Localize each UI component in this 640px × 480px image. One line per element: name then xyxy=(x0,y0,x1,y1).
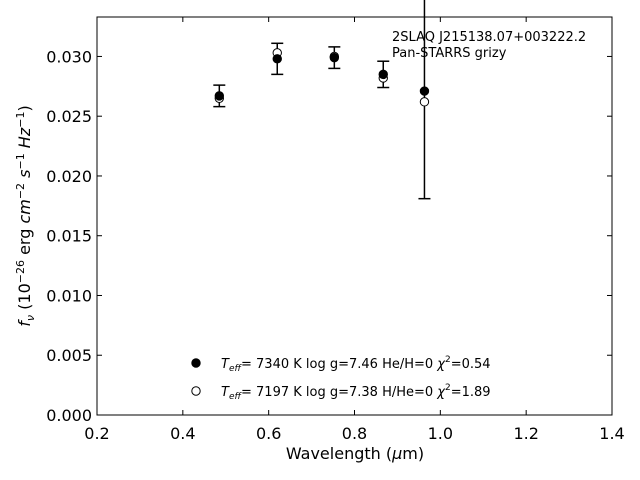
legend-label: Teff= 7340 K log g=7.46 He/H=0 χ2=0.54 xyxy=(221,355,491,374)
legend-marker xyxy=(191,358,201,368)
x-tick-label: 1.4 xyxy=(599,424,624,443)
observed-point xyxy=(378,69,388,80)
x-tick-label: 1.2 xyxy=(513,424,538,443)
legend: Teff= 7340 K log g=7.46 He/H=0 χ2=0.54 Te… xyxy=(191,355,491,402)
y-tick-label: 0.015 xyxy=(46,227,92,246)
legend-label: Teff= 7197 K log g=7.38 H/He=0 χ2=1.89 xyxy=(221,383,491,402)
observed-point xyxy=(419,86,430,96)
y-tick-label: 0.000 xyxy=(46,406,92,425)
data-points xyxy=(214,48,430,107)
y-tick-label: 0.025 xyxy=(46,107,92,126)
x-tick-label: 0.4 xyxy=(170,424,195,443)
axes-frame xyxy=(96,16,613,416)
y-tick-label: 0.020 xyxy=(46,167,92,186)
annotation-object: 2SLAQ J215138.07+003222.2 xyxy=(392,30,586,45)
axes-border xyxy=(96,16,613,416)
observed-point xyxy=(272,54,282,64)
ticks: 0.2 0.4 0.6 0.8 1.0 1.2 1.4 0.000 0.005 0.010 0.01… xyxy=(46,17,625,443)
y-tick-label: 0.010 xyxy=(46,286,92,305)
observed-point xyxy=(214,91,225,101)
model-point xyxy=(419,97,430,107)
x-axis-label: Wavelength (μm) xyxy=(286,444,424,463)
observed-point xyxy=(329,52,340,63)
y-axis-label: fν (10−26 erg cm−2 s−1 Hz−1) xyxy=(14,105,37,326)
y-tick-label: 0.005 xyxy=(46,346,92,365)
x-tick-label: 0.6 xyxy=(256,424,281,443)
x-tick-label: 1.0 xyxy=(428,424,453,443)
y-tick-label: 0.030 xyxy=(46,47,92,66)
legend-marker xyxy=(191,386,201,396)
x-tick-label: 0.2 xyxy=(84,424,109,443)
annotation-survey: Pan-STARRS grizy xyxy=(392,46,507,61)
x-tick-label: 0.8 xyxy=(342,424,367,443)
